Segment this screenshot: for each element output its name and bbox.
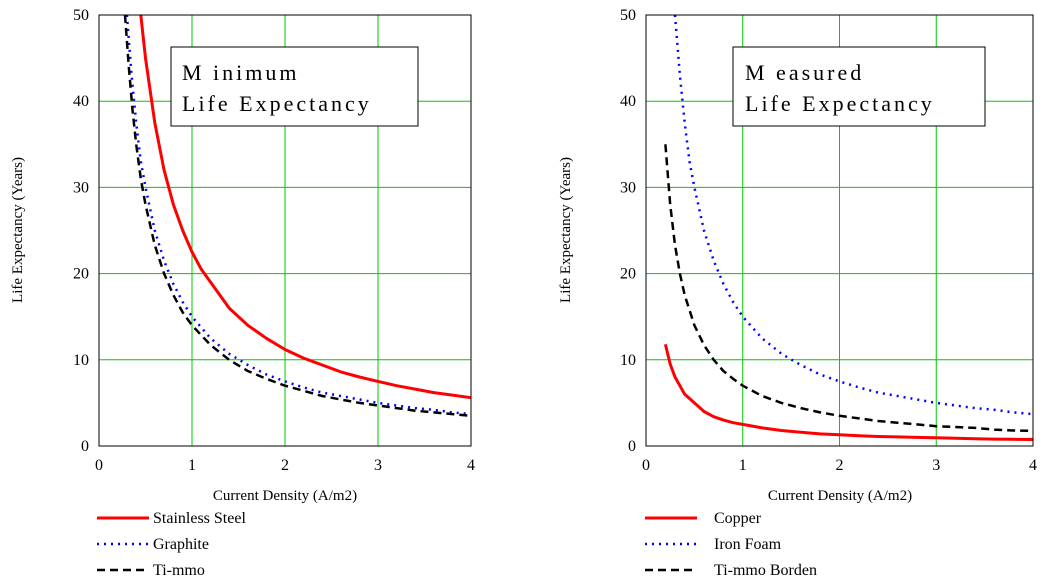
series-line-copper [663, 343, 1034, 441]
series-line-graphite [125, 14, 472, 416]
x-tick-label: 1 [188, 457, 196, 474]
plot-frame-left [98, 14, 472, 447]
y-axis-label: Life Expectancy (Years) [10, 157, 26, 303]
y-tick-label: 0 [81, 438, 89, 455]
x-tick-label: 1 [739, 457, 747, 474]
title-box-right [732, 46, 986, 127]
chart-title-line2: Life Expectancy [745, 91, 935, 116]
chart-title-line1: M easured [745, 60, 864, 85]
x-tick-label: 0 [642, 457, 650, 474]
y-tick-label: 20 [73, 266, 89, 283]
x-tick-label: 4 [1029, 457, 1037, 474]
x-tick-label: 2 [281, 457, 289, 474]
y-tick-label: 20 [620, 266, 636, 283]
y-tick-label: 0 [628, 438, 636, 455]
series-lines-left [123, 14, 472, 418]
legend-label: Ti-mmo [153, 562, 205, 579]
y-tick-label: 10 [73, 352, 89, 369]
y-tick-label: 30 [620, 179, 636, 196]
chart-title-line2: Life Expectancy [182, 91, 372, 116]
x-tick-label: 4 [467, 457, 475, 474]
legend-label: Ti-mmo Borden [714, 562, 817, 579]
legend-label: Graphite [153, 536, 209, 553]
chart-title-line1: M inimum [182, 60, 300, 85]
y-tick-label: 40 [620, 93, 636, 110]
x-tick-label: 3 [374, 457, 382, 474]
y-tick-label: 40 [73, 93, 89, 110]
y-tick-label: 50 [73, 7, 89, 24]
legend-right: Copper Iron Foam Ti-mmo Borden [645, 510, 817, 579]
legend-label: Copper [714, 510, 762, 527]
y-tick-label: 30 [73, 179, 89, 196]
title-box-left [170, 46, 419, 127]
x-axis-label: Current Density (A/m2) [768, 488, 912, 504]
legend-left: Stainless Steel Graphite Ti-mmo [97, 510, 246, 579]
x-tick-label: 2 [836, 457, 844, 474]
series-lines-right [663, 14, 1034, 441]
series-line-stainless-steel [139, 14, 472, 400]
series-line-ti-mmo-borden [664, 144, 1034, 433]
x-tick-label: 0 [95, 457, 103, 474]
y-tick-label: 50 [620, 7, 636, 24]
legend-label: Stainless Steel [153, 510, 246, 527]
y-axis-label: Life Expectancy (Years) [558, 157, 574, 303]
series-line-ti-mmo [123, 14, 472, 418]
plot-frame-right [645, 14, 1034, 447]
x-axis-label: Current Density (A/m2) [213, 488, 357, 504]
x-tick-label: 3 [932, 457, 940, 474]
legend-label: Iron Foam [714, 536, 782, 553]
y-tick-label: 10 [620, 352, 636, 369]
